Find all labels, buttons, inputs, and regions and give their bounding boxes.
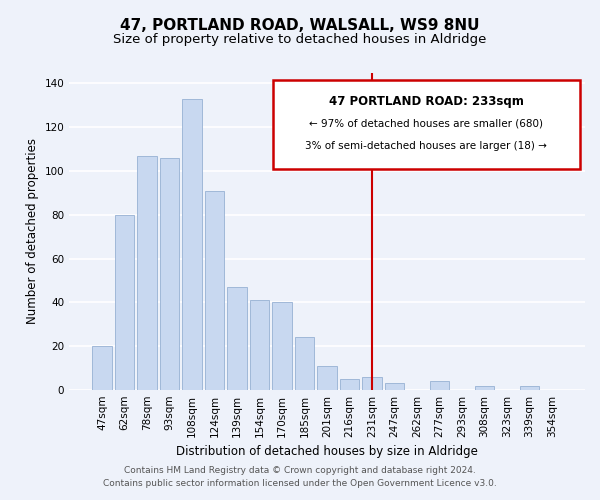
Bar [160, 158, 179, 390]
FancyBboxPatch shape [273, 80, 580, 170]
Bar [520, 386, 539, 390]
Bar [430, 381, 449, 390]
Bar [205, 190, 224, 390]
Bar [340, 379, 359, 390]
Bar [137, 156, 157, 390]
Text: 3% of semi-detached houses are larger (18) →: 3% of semi-detached houses are larger (1… [305, 141, 547, 151]
Text: Size of property relative to detached houses in Aldridge: Size of property relative to detached ho… [113, 32, 487, 46]
Bar [250, 300, 269, 390]
Text: 47 PORTLAND ROAD: 233sqm: 47 PORTLAND ROAD: 233sqm [329, 94, 524, 108]
Bar [295, 338, 314, 390]
Bar [362, 377, 382, 390]
Text: 47, PORTLAND ROAD, WALSALL, WS9 8NU: 47, PORTLAND ROAD, WALSALL, WS9 8NU [120, 18, 480, 32]
Text: ← 97% of detached houses are smaller (680): ← 97% of detached houses are smaller (68… [310, 118, 544, 128]
Bar [385, 384, 404, 390]
Y-axis label: Number of detached properties: Number of detached properties [26, 138, 39, 324]
Bar [182, 99, 202, 390]
Text: Contains HM Land Registry data © Crown copyright and database right 2024.
Contai: Contains HM Land Registry data © Crown c… [103, 466, 497, 487]
Bar [317, 366, 337, 390]
Bar [475, 386, 494, 390]
Bar [272, 302, 292, 390]
Bar [115, 215, 134, 390]
Bar [92, 346, 112, 390]
X-axis label: Distribution of detached houses by size in Aldridge: Distribution of detached houses by size … [176, 446, 478, 458]
Bar [227, 287, 247, 390]
